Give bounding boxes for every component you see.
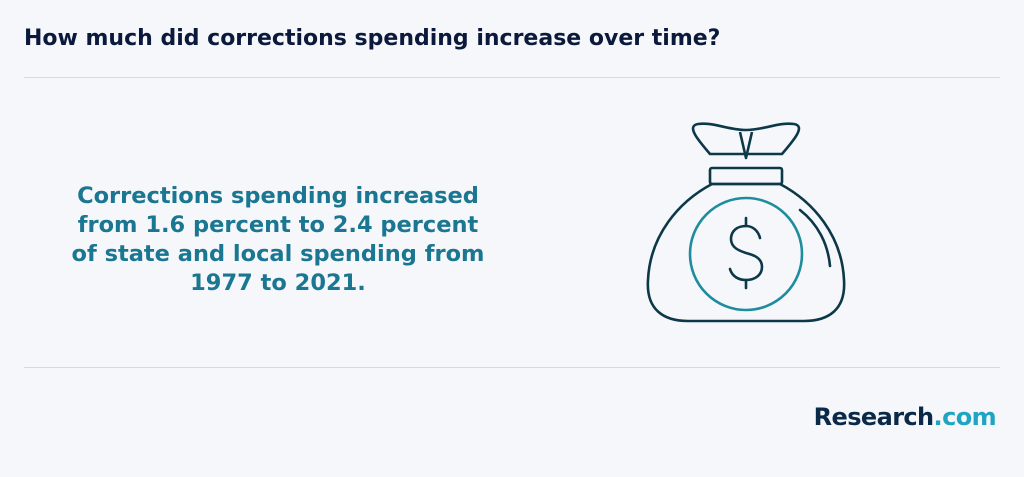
- coin-circle: [688, 196, 804, 312]
- brand-domain: .com: [933, 403, 997, 431]
- bottom-divider: [24, 367, 1000, 368]
- page-title: How much did corrections spending increa…: [24, 26, 721, 51]
- money-bag-icon: [642, 118, 852, 328]
- bag-knot: [691, 122, 801, 156]
- brand-name: Research: [813, 403, 934, 431]
- bag-fold: [738, 131, 754, 160]
- dollar-sign-icon: [728, 216, 764, 290]
- bag-body: [646, 182, 846, 323]
- bag-band: [708, 166, 784, 186]
- top-divider: [24, 77, 1000, 78]
- statement-text: Corrections spending increased from 1.6 …: [71, 183, 485, 296]
- bag-highlight: [798, 208, 832, 268]
- brand-logo: Research.com: [813, 400, 997, 434]
